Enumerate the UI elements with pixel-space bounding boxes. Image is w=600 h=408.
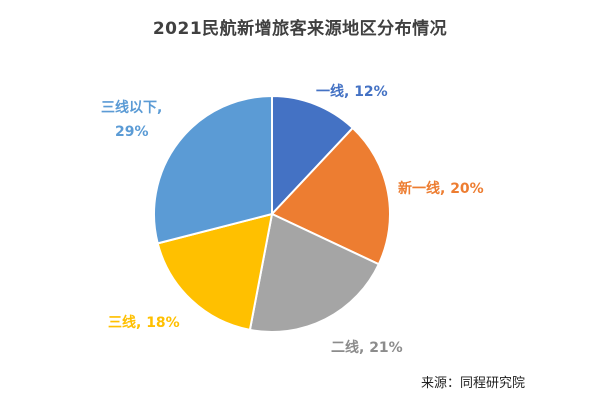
pie-slice-5 xyxy=(153,94,273,245)
pie-slice-4 xyxy=(156,212,274,332)
pie-slice-1 xyxy=(271,94,355,217)
source-note: 来源：同程研究院 xyxy=(421,376,526,391)
pie-slice-3 xyxy=(248,212,381,333)
slice-label-4: 三线, 18% xyxy=(108,314,180,331)
slice-label-5: 三线以下, 29% xyxy=(101,99,162,140)
pie-slice-2 xyxy=(270,126,391,266)
slice-label-2: 新一线, 20% xyxy=(398,180,484,197)
chart-title: 2021民航新增旅客来源地区分布情况 xyxy=(152,19,448,39)
slice-label-1: 一线, 12% xyxy=(316,83,388,100)
slice-label-3: 二线, 21% xyxy=(331,339,403,356)
